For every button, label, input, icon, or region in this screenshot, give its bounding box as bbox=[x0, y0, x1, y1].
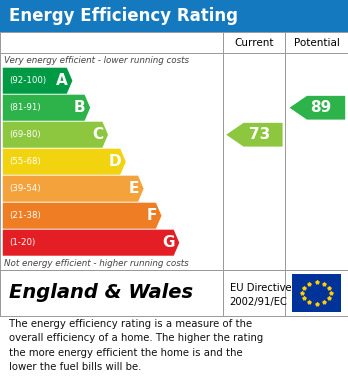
Text: A: A bbox=[56, 73, 68, 88]
Text: C: C bbox=[92, 127, 103, 142]
Text: (39-54): (39-54) bbox=[9, 184, 41, 193]
Polygon shape bbox=[3, 68, 72, 94]
Text: Not energy efficient - higher running costs: Not energy efficient - higher running co… bbox=[4, 258, 189, 267]
Text: England & Wales: England & Wales bbox=[9, 283, 193, 303]
Text: (1-20): (1-20) bbox=[9, 238, 35, 247]
Text: 89: 89 bbox=[310, 100, 332, 115]
Text: F: F bbox=[146, 208, 157, 223]
Text: (92-100): (92-100) bbox=[9, 76, 46, 85]
Text: (55-68): (55-68) bbox=[9, 157, 41, 166]
Polygon shape bbox=[3, 176, 144, 202]
Polygon shape bbox=[290, 96, 345, 120]
Text: B: B bbox=[74, 100, 85, 115]
Text: 2002/91/EC: 2002/91/EC bbox=[230, 297, 287, 307]
Text: EU Directive: EU Directive bbox=[230, 283, 291, 293]
Text: (69-80): (69-80) bbox=[9, 130, 41, 139]
Text: Energy Efficiency Rating: Energy Efficiency Rating bbox=[9, 7, 238, 25]
Text: Potential: Potential bbox=[294, 38, 340, 48]
Text: 73: 73 bbox=[248, 127, 270, 142]
Polygon shape bbox=[226, 123, 283, 147]
Bar bbox=[292, 274, 341, 312]
Polygon shape bbox=[3, 149, 126, 175]
Text: Very energy efficient - lower running costs: Very energy efficient - lower running co… bbox=[4, 56, 189, 65]
Text: The energy efficiency rating is a measure of the
overall efficiency of a home. T: The energy efficiency rating is a measur… bbox=[9, 319, 263, 372]
Polygon shape bbox=[3, 122, 108, 148]
Polygon shape bbox=[3, 230, 179, 256]
Text: (21-38): (21-38) bbox=[9, 211, 41, 220]
Text: Current: Current bbox=[234, 38, 274, 48]
Text: D: D bbox=[108, 154, 121, 169]
Polygon shape bbox=[3, 203, 161, 229]
Text: (81-91): (81-91) bbox=[9, 103, 41, 112]
Text: G: G bbox=[162, 235, 174, 250]
Polygon shape bbox=[3, 95, 90, 121]
Text: E: E bbox=[128, 181, 139, 196]
